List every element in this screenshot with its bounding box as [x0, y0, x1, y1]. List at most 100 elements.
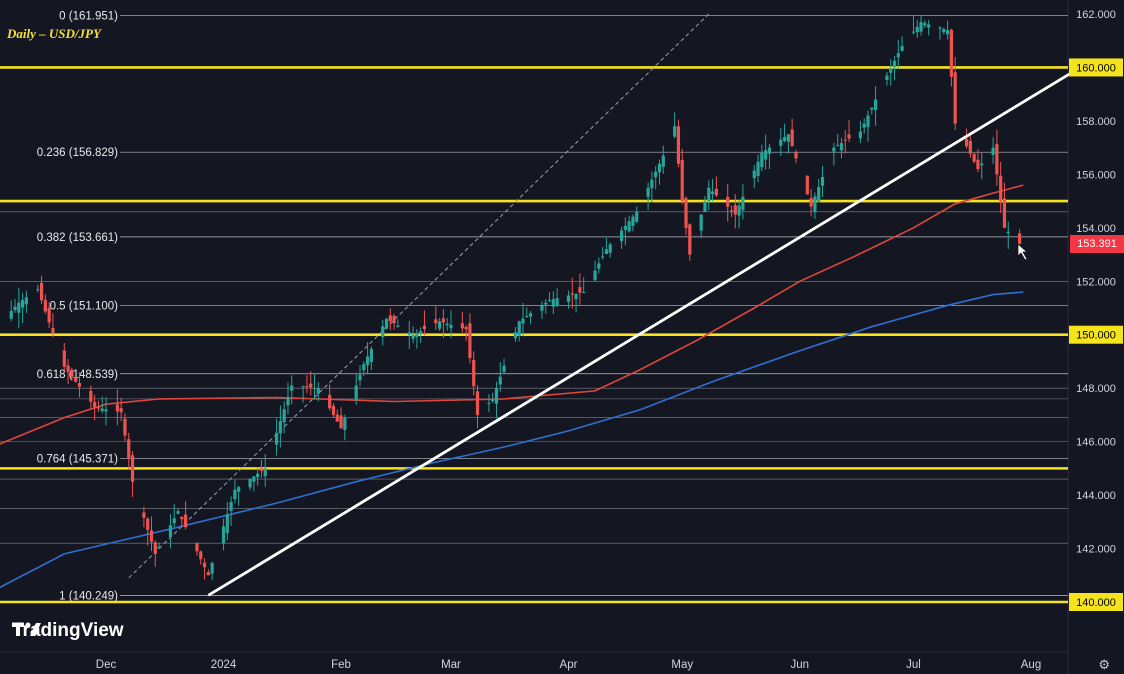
candle-body — [964, 138, 969, 147]
candle-body — [782, 136, 787, 141]
settings-icon[interactable]: ⚙ — [1098, 657, 1110, 672]
candle-body — [62, 350, 66, 367]
candle-body — [654, 171, 658, 178]
candle-body — [157, 546, 161, 549]
candle-body — [794, 152, 798, 159]
candle-body — [673, 126, 677, 137]
fib-label: 0 (161.951) — [59, 10, 118, 22]
candle-body — [547, 299, 552, 301]
candle-body — [525, 316, 529, 318]
candle-body — [354, 385, 358, 400]
candle-body — [468, 323, 472, 358]
candle-body — [24, 297, 28, 305]
candle-body — [36, 289, 40, 291]
fib-label: 1 (140.249) — [59, 590, 118, 602]
x-tick-label: May — [671, 659, 693, 671]
candle-body — [229, 502, 233, 511]
candle-body — [604, 249, 609, 255]
candle-body — [623, 225, 627, 230]
candle-body — [809, 198, 813, 207]
candle-body — [130, 455, 135, 482]
candle-body — [74, 377, 78, 382]
candle-body — [870, 107, 874, 110]
candle-body — [149, 530, 154, 542]
candle-body — [896, 53, 900, 58]
candle-body — [369, 348, 373, 362]
candle-body — [760, 152, 764, 168]
candle-body — [13, 306, 17, 311]
candle-body — [70, 369, 74, 377]
candle-body — [733, 205, 737, 215]
fib-label: 0.618 (148.539) — [37, 369, 118, 381]
candle-body — [570, 293, 574, 295]
candle-body — [77, 383, 82, 387]
candle-body — [805, 175, 809, 195]
candle-body — [873, 99, 878, 110]
candle-body — [752, 170, 756, 179]
candle-body — [331, 405, 336, 415]
candle-body — [206, 572, 210, 576]
blue-moving-average — [0, 291, 1024, 589]
candle-body — [699, 214, 703, 231]
candle-body — [619, 230, 624, 242]
candle-body — [927, 24, 931, 28]
candle-body — [737, 205, 741, 216]
candle-body — [919, 22, 923, 32]
candle-body — [43, 299, 47, 312]
candle-body — [475, 391, 480, 415]
candle-body — [142, 512, 146, 518]
candle-body — [915, 26, 919, 33]
candle-body — [494, 387, 499, 404]
candle-body — [995, 144, 999, 175]
candle-body — [153, 542, 157, 554]
candle-body — [491, 398, 495, 402]
x-tick-label: Dec — [96, 659, 117, 671]
fib-label: 0.5 (151.100) — [50, 300, 119, 312]
candle-body — [305, 386, 309, 388]
candle-body — [764, 150, 768, 160]
candle-body — [396, 325, 400, 327]
candle-body — [688, 224, 692, 255]
candle-body — [729, 210, 734, 212]
candle-body — [274, 432, 279, 445]
candle-body — [9, 310, 13, 319]
x-tick-label: Apr — [560, 659, 578, 671]
candle-body — [661, 155, 665, 167]
candle-body — [574, 293, 578, 300]
candle-body — [419, 330, 423, 333]
candle-body — [756, 161, 760, 176]
candle-body — [464, 326, 468, 330]
candle-body — [627, 221, 631, 232]
candle-body — [328, 394, 332, 409]
candle-body — [301, 386, 305, 388]
candle-body — [237, 487, 241, 492]
candle-body — [578, 287, 582, 293]
candle-body — [172, 518, 176, 524]
price-level-tag — [1069, 593, 1123, 611]
y-tick-label: 142.000 — [1076, 544, 1116, 556]
candle-body — [1018, 233, 1022, 244]
candles-group — [9, 15, 1022, 581]
candle-body — [938, 27, 942, 29]
candle-body — [17, 302, 21, 313]
candle-body — [847, 134, 851, 139]
candle-body — [832, 147, 836, 152]
candle-body — [593, 270, 597, 281]
candle-body — [316, 388, 320, 394]
candle-body — [635, 211, 639, 222]
candle-body — [259, 468, 264, 472]
candle-body — [487, 402, 491, 404]
candle-body — [362, 364, 366, 371]
candle-body — [221, 526, 226, 544]
red-moving-average — [0, 184, 1024, 445]
candle-body — [980, 163, 984, 166]
candle-body — [180, 516, 184, 520]
chart-title: Daily – USD/JPY — [7, 26, 101, 41]
candle-body — [968, 140, 972, 154]
candle-body — [650, 179, 654, 189]
candle-body — [646, 187, 650, 197]
candle-body — [676, 126, 681, 164]
price-level-tag-text: 160.000 — [1076, 62, 1116, 74]
tradingview-icon — [12, 622, 41, 636]
